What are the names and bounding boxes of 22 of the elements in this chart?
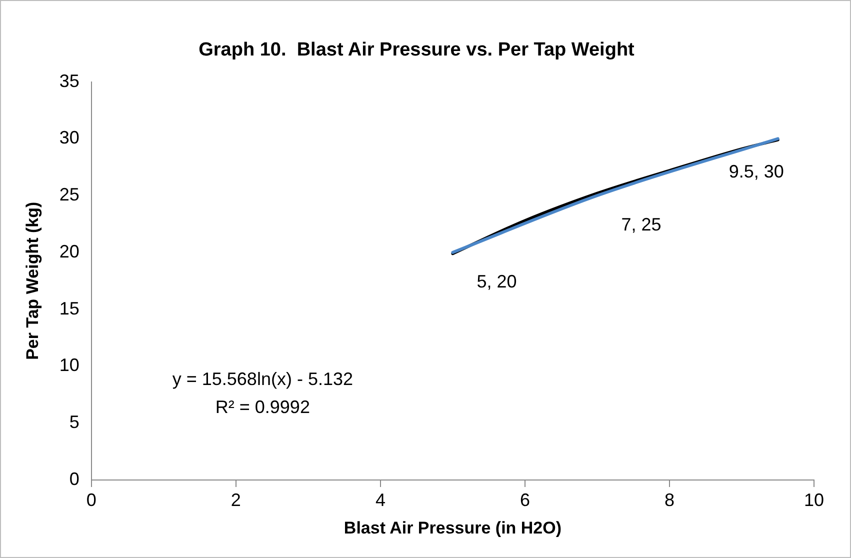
x-tick-label: 2	[230, 490, 241, 510]
y-tick-label: 25	[59, 184, 80, 205]
y-tick-label: 0	[69, 468, 80, 489]
x-tick-label: 10	[804, 490, 824, 510]
y-tick-label: 30	[59, 128, 80, 148]
y-tick-label: 10	[59, 355, 80, 376]
y-tick-label: 5	[69, 412, 80, 432]
x-tick-label: 0	[86, 490, 96, 510]
y-axis-title: Per Tap Weight (kg)	[22, 202, 42, 360]
y-tick-label: 35	[59, 70, 80, 91]
annotation: y = 15.568ln(x) - 5.132	[172, 369, 353, 390]
x-tick-label: 8	[664, 490, 674, 510]
chart-title: Graph 10. Blast Air Pressure vs. Per Tap Weight	[198, 40, 636, 61]
x-tick-label: 6	[520, 490, 530, 510]
y-tick-label: 15	[59, 298, 80, 318]
data-label: 7, 25	[621, 214, 662, 235]
data-label: 5, 20	[476, 271, 517, 292]
data-label: 9.5, 30	[728, 162, 784, 182]
y-tick-label: 20	[59, 241, 80, 262]
x-axis-title: Blast Air Pressure (in H2O)	[344, 518, 562, 538]
x-tick-label: 4	[375, 490, 386, 510]
annotation: R² = 0.9992	[215, 397, 310, 418]
